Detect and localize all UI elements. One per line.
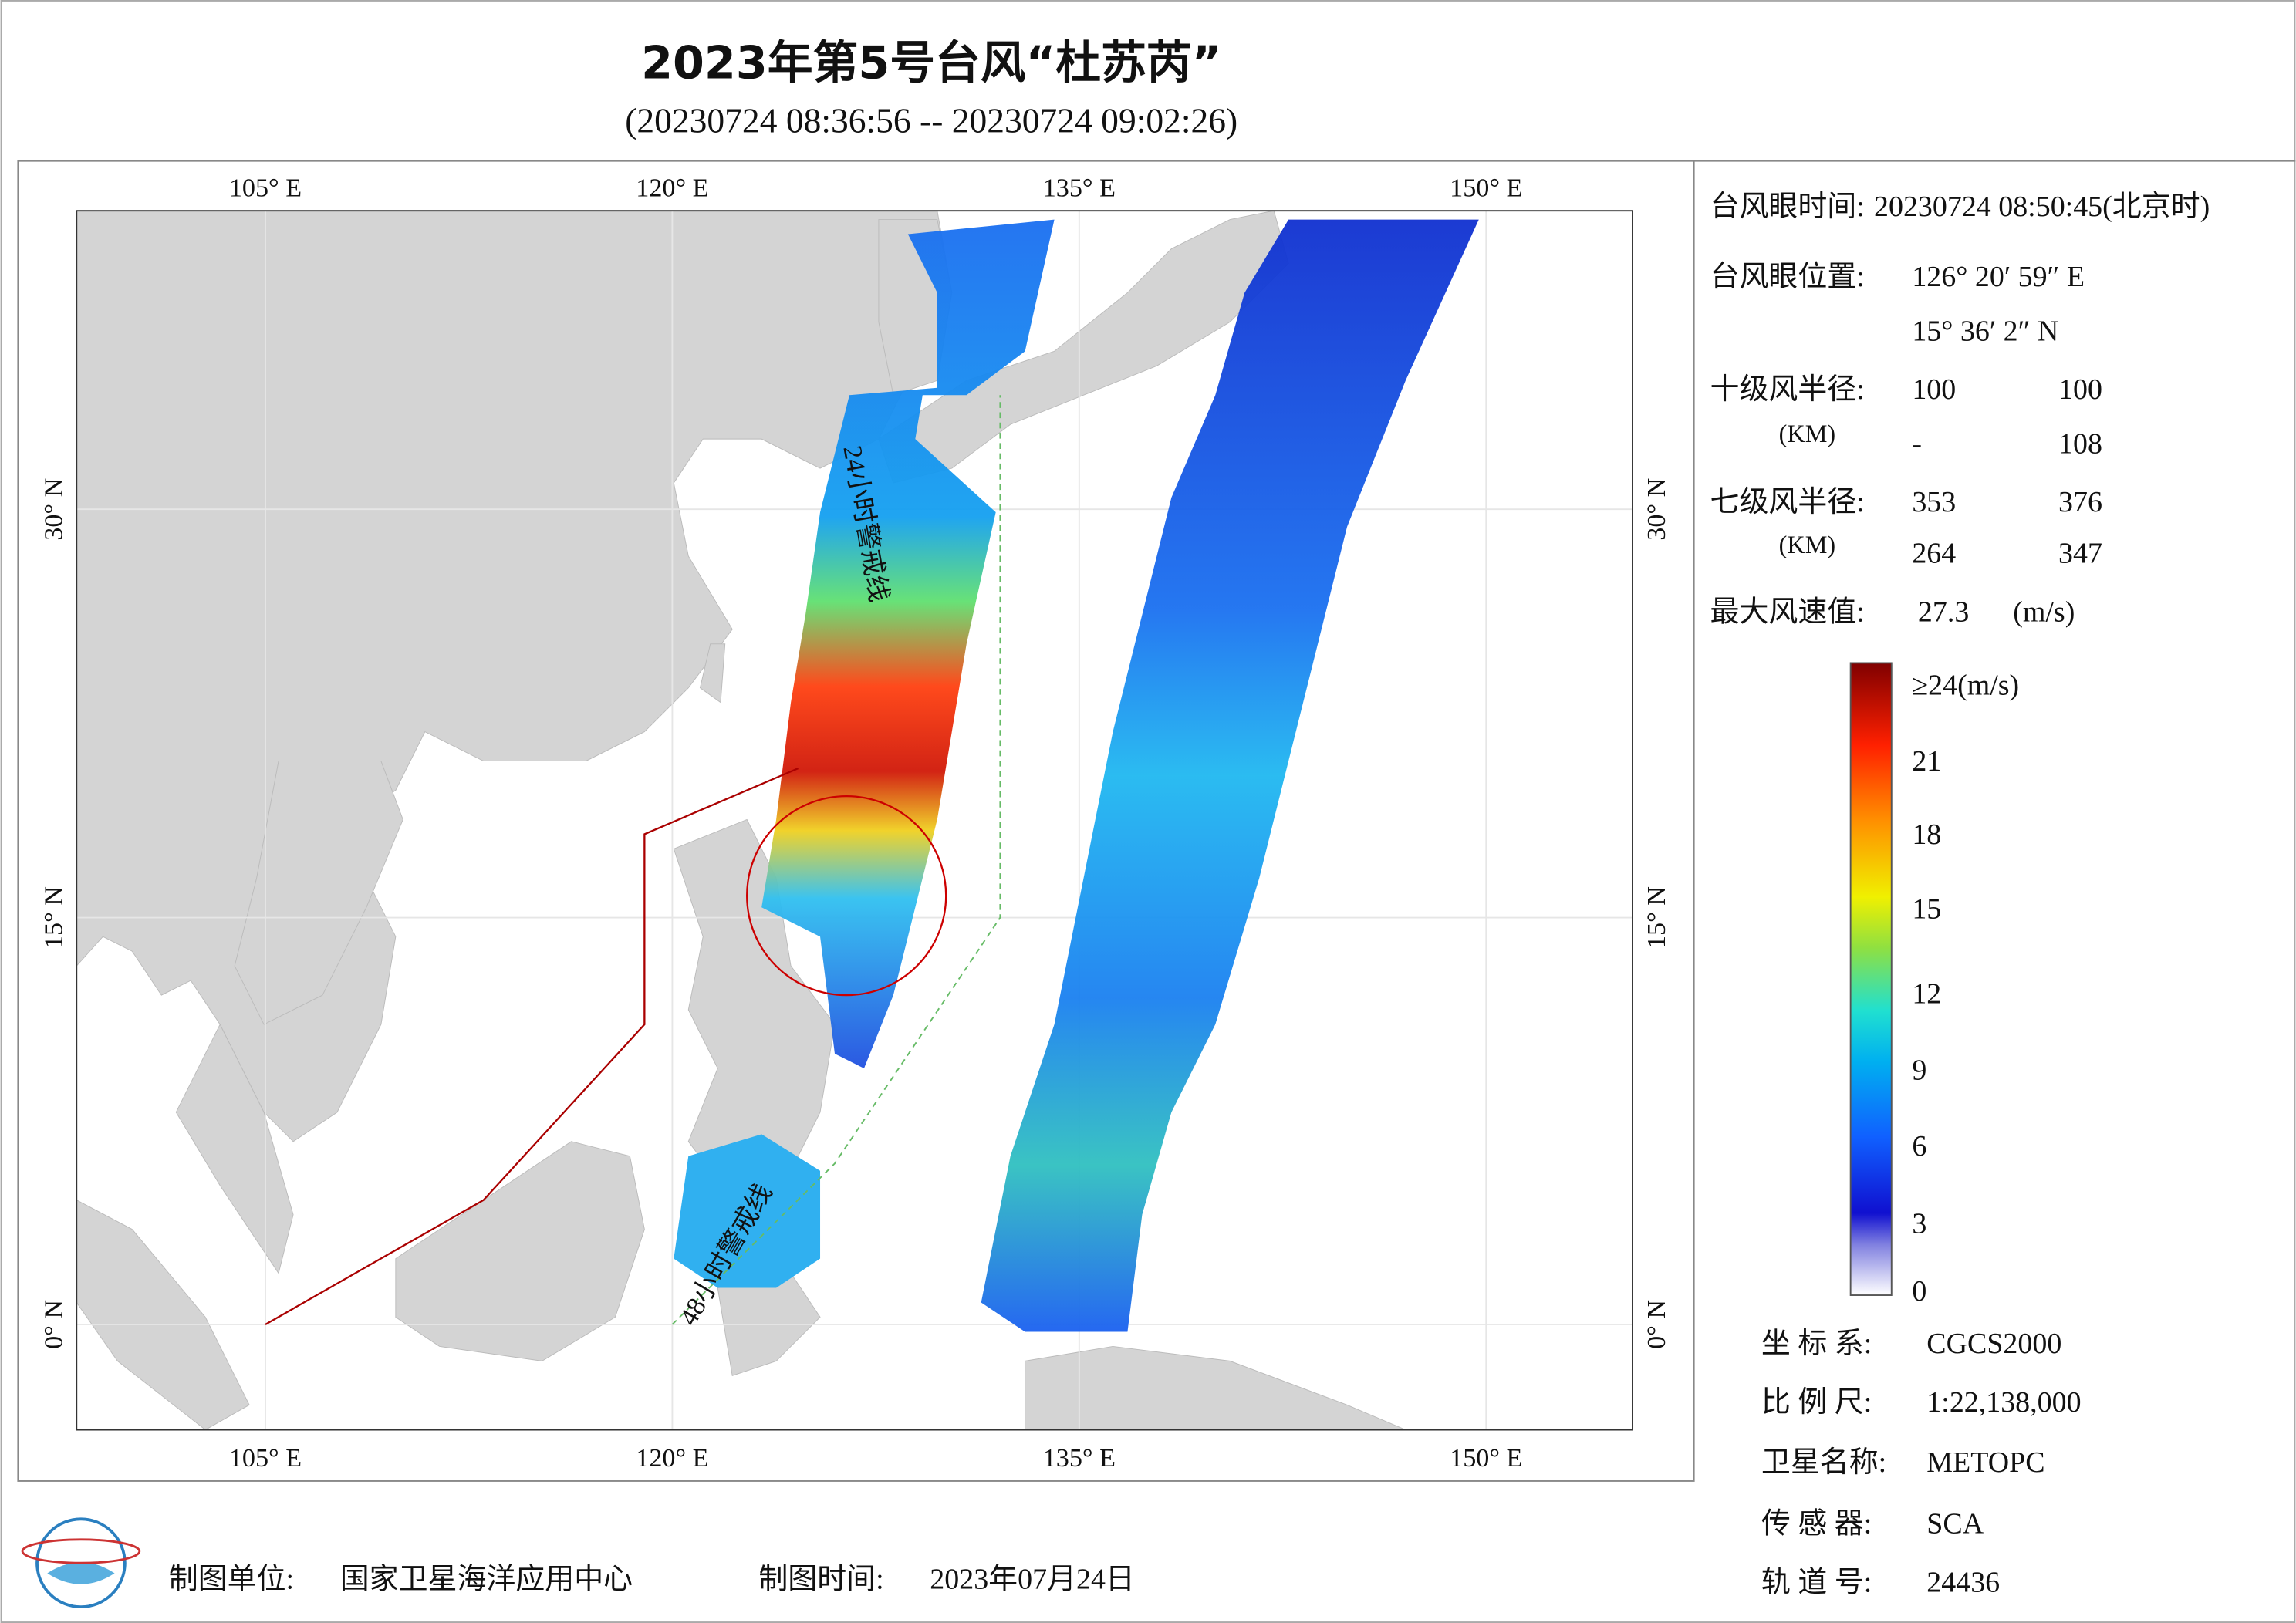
maker: 国家卫星海洋应用中心 [340, 1564, 633, 1596]
lon-label: 150° E [1450, 174, 1522, 202]
date: 2023年07月24日 [930, 1564, 1135, 1596]
eye-lat: 15° 36′ 2″ N [1912, 315, 2058, 347]
colorbar-label: 9 [1912, 1054, 1926, 1086]
meta-value: METOPC [1926, 1446, 2044, 1479]
max-wind-value: 27.3 [1918, 596, 1969, 629]
lat-label: 0° N [40, 1300, 69, 1349]
land-taiwan [699, 643, 726, 704]
map-frame [76, 210, 1633, 1431]
r7-value: 376 [2058, 486, 2102, 518]
colorbar-label: 18 [1912, 818, 1941, 851]
land-newguinea [1025, 1345, 1406, 1430]
colorbar-label: ≥24(m/s) [1912, 669, 2019, 701]
wind-swath-east [981, 219, 1479, 1332]
r10-value: 108 [2058, 427, 2102, 460]
r7-label: 七级风半径: [1710, 486, 1865, 518]
wind-swath-south [674, 1134, 821, 1288]
logo [21, 1517, 141, 1609]
colorbar-label: 3 [1912, 1208, 1926, 1240]
colorbar-label: 0 [1912, 1275, 1926, 1308]
axis-labels: 105° E 120° E 135° E 150° E 105° E 120° E 135°… [40, 174, 1671, 1473]
r7-value: 353 [1912, 486, 1956, 518]
map-border [17, 160, 1695, 1482]
lat-label: 15° N [1643, 886, 1671, 949]
warning-line-24h [671, 395, 1001, 1325]
land-sumatra [76, 1200, 250, 1430]
eye-position-label: 台风眼位置: [1710, 261, 1865, 293]
lon-label: 135° E [1043, 174, 1116, 202]
r10-value: 100 [1912, 373, 1956, 406]
lon-label: 105° E [229, 174, 302, 202]
info-panel: 台风眼时间: 20230724 08:50:45(北京时) 台风眼位置: 126… [1710, 191, 2210, 629]
land-malay [175, 1023, 294, 1274]
colorbar [1849, 662, 1893, 1296]
eye-time-label: 台风眼时间: [1710, 191, 1865, 223]
lon-label: 135° E [1043, 1444, 1116, 1473]
meta-panel: 坐 标 系: CGCS2000 比 例 尺: 1:22,138,000 卫星名称: MET… [1761, 1328, 2082, 1598]
eye-time-value: 20230724 08:50:45(北京时) [1874, 191, 2210, 223]
wind-radius-circle [746, 795, 947, 997]
lon-label: 120° E [636, 1444, 708, 1473]
colorbar-label: 21 [1912, 745, 1941, 778]
meta-label: 轨 道 号: [1761, 1566, 1872, 1598]
max-wind-label: 最大风速值: [1710, 596, 1865, 629]
meta-value: 24436 [1926, 1566, 2000, 1598]
meta-value: 1:22,138,000 [1926, 1386, 2081, 1419]
meta-label: 坐 标 系: [1761, 1328, 1872, 1360]
title: 2023年第5号台风“杜苏芮” [641, 35, 1221, 89]
meta-value: SCA [1926, 1507, 1984, 1540]
lat-label: 30° N [40, 478, 69, 541]
meta-value: CGCS2000 [1926, 1328, 2061, 1360]
r10-label: 十级风半径: [1710, 373, 1865, 406]
r7-unit: (KM) [1779, 531, 1835, 558]
warning-line-48h [265, 767, 799, 1325]
colorbar-label: 6 [1912, 1130, 1926, 1162]
maker-label: 制图单位: [169, 1564, 294, 1596]
meta-label: 传 感 器: [1761, 1507, 1872, 1540]
wind-swath-west [761, 219, 1055, 1068]
r7-value: 347 [2058, 538, 2102, 570]
colorbar-label: 12 [1912, 978, 1941, 1011]
lon-label: 150° E [1450, 1444, 1522, 1473]
lat-label: 30° N [1643, 478, 1671, 541]
meta-label: 比 例 尺: [1761, 1386, 1872, 1419]
land-indochina [234, 761, 403, 1025]
land-borneo [395, 1141, 645, 1361]
lon-label: 120° E [636, 174, 708, 202]
r10-unit: (KM) [1779, 420, 1835, 447]
lat-label: 0° N [1643, 1300, 1671, 1349]
max-wind-unit: (m/s) [2013, 596, 2075, 629]
r10-value: 100 [2058, 373, 2102, 406]
meta-label: 卫星名称: [1761, 1446, 1886, 1479]
subtitle: (20230724 08:36:56 -- 20230724 09:02:26) [625, 101, 1237, 140]
date-label: 制图时间: [758, 1564, 883, 1596]
footer: 制图单位: 国家卫星海洋应用中心 制图时间: 2023年07月24日 [169, 1564, 1135, 1596]
colorbar-labels: ≥24(m/s) 21 18 15 12 9 6 3 0 [1912, 669, 2019, 1307]
eye-lon: 126° 20′ 59″ E [1912, 261, 2085, 293]
r7-value: 264 [1912, 538, 1956, 570]
map: 24小时警戒线 48小时警戒线 [76, 210, 1633, 1431]
colorbar-label: 15 [1912, 893, 1941, 926]
lon-label: 105° E [229, 1444, 302, 1473]
r10-value: - [1912, 427, 1922, 460]
lat-label: 15° N [40, 886, 69, 949]
